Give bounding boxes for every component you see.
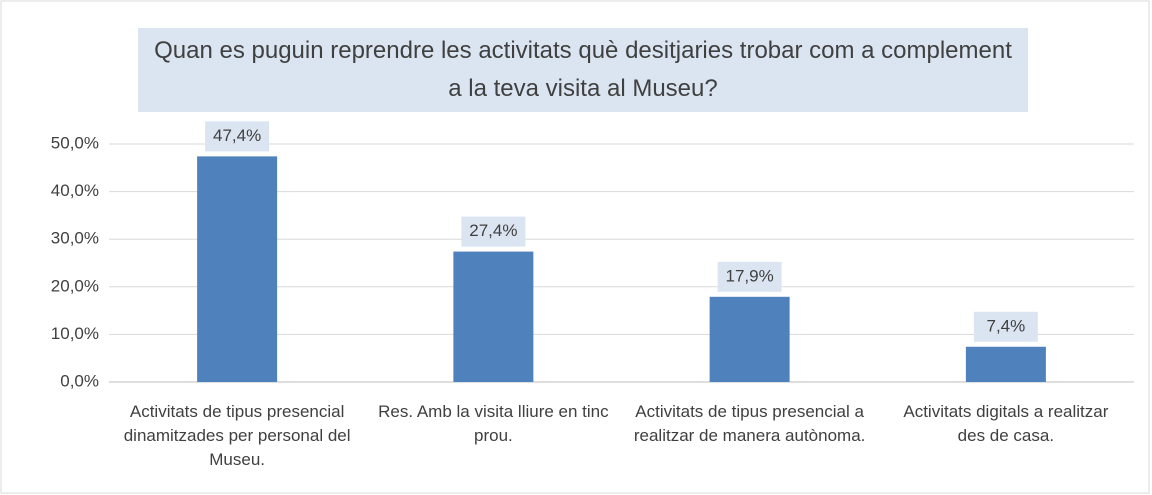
bar [453,251,534,382]
value-label: 27,4% [469,221,517,240]
y-tick-label: 30,0% [51,229,99,248]
x-tick-label: Activitats de tipus presencial dinamitza… [123,402,351,469]
x-tick-label: Activitats de tipus presencial a realitz… [633,402,866,445]
value-label-bg [205,121,270,152]
bar [965,346,1046,382]
x-tick-label: Res. Amb la visita lliure en tinc prou. [378,402,609,445]
y-tick-label: 20,0% [51,276,99,295]
value-label: 47,4% [213,126,261,145]
value-label-bg [973,311,1038,342]
y-tick-label: 0,0% [60,371,99,390]
value-label-bg [461,216,526,247]
bar [197,156,278,382]
bar [709,296,790,382]
y-tick-label: 50,0% [51,133,99,152]
x-tick-label: Activitats digitals a realitzar des de c… [903,402,1109,445]
value-label-bg [717,261,782,292]
y-tick-label: 40,0% [51,181,99,200]
value-label: 7,4% [987,316,1026,335]
y-tick-label: 10,0% [51,324,99,343]
chart-title: Quan es puguin reprendre les activitats … [138,28,1028,112]
value-label: 17,9% [726,266,774,285]
